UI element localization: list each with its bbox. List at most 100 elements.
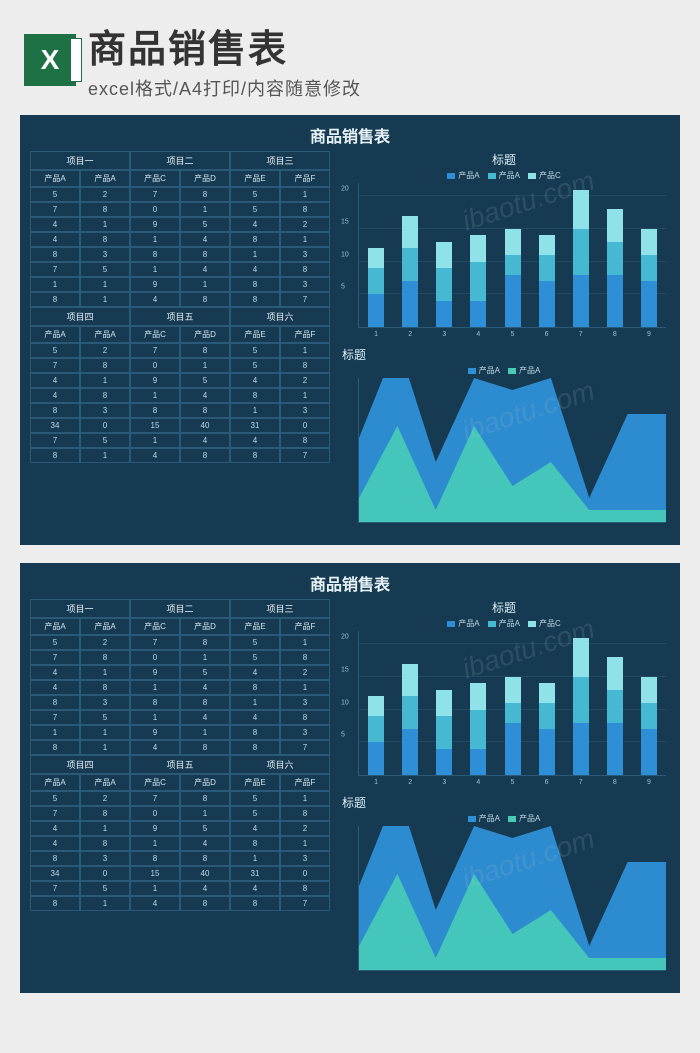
section-header: 项目五 <box>130 755 230 774</box>
table-cell: 5 <box>230 791 280 806</box>
table-cell: 8 <box>30 403 80 418</box>
bar-column <box>573 190 589 327</box>
column-header: 产品D <box>180 618 230 635</box>
table-cell: 7 <box>130 187 180 202</box>
table-cell: 1 <box>130 433 180 448</box>
table-cell: 1 <box>180 277 230 292</box>
table-cell: 5 <box>230 202 280 217</box>
table-cell: 4 <box>180 836 230 851</box>
table-cell: 31 <box>230 418 280 433</box>
table-cell: 5 <box>80 881 130 896</box>
column-header: 产品C <box>130 618 180 635</box>
bar-column <box>470 683 486 775</box>
table-cell: 4 <box>30 821 80 836</box>
table-cell: 0 <box>130 650 180 665</box>
header-subtitle: excel格式/A4打印/内容随意修改 <box>88 75 676 101</box>
table-cell: 1 <box>230 851 280 866</box>
table-cell: 8 <box>30 247 80 262</box>
table-cell: 4 <box>30 373 80 388</box>
bar-column <box>607 657 623 775</box>
table-cell: 1 <box>130 680 180 695</box>
column-header: 产品C <box>130 774 180 791</box>
area-chart-legend: 产品A 产品A <box>338 813 670 824</box>
section-header: 项目三 <box>230 599 330 618</box>
table-cell: 5 <box>80 433 130 448</box>
table-cell: 1 <box>280 187 330 202</box>
table-cell: 1 <box>80 277 130 292</box>
table-cell: 4 <box>180 881 230 896</box>
excel-icon-letter: X <box>41 44 60 76</box>
table-cell: 0 <box>130 806 180 821</box>
right-panel: 标题产品A产品A产品C5101520123456789标题产品A产品A48121… <box>338 151 670 535</box>
table-cell: 1 <box>180 202 230 217</box>
column-header: 产品E <box>230 774 280 791</box>
table-cell: 5 <box>30 187 80 202</box>
bar-column <box>539 235 555 327</box>
table-cell: 8 <box>280 262 330 277</box>
bar-column <box>505 677 521 775</box>
table-cell: 34 <box>30 418 80 433</box>
area-plot: 4812123456789 <box>358 826 666 971</box>
table-cell: 4 <box>230 217 280 232</box>
table-cell: 8 <box>180 695 230 710</box>
preview-panel-2: 商品销售表项目一项目二项目三产品A产品A产品C产品D产品E产品F52785178… <box>20 563 680 993</box>
area-chart-title: 标题 <box>338 346 670 363</box>
table-cell: 8 <box>180 247 230 262</box>
table-cell: 8 <box>230 725 280 740</box>
table-cell: 4 <box>130 292 180 307</box>
table-cell: 8 <box>230 277 280 292</box>
bar-column <box>641 677 657 775</box>
table-cell: 7 <box>30 433 80 448</box>
table-cell: 4 <box>180 262 230 277</box>
table-cell: 4 <box>30 388 80 403</box>
column-header: 产品F <box>280 326 330 343</box>
table-cell: 3 <box>280 403 330 418</box>
bar-column <box>368 248 384 327</box>
data-table: 项目一项目二项目三产品A产品A产品C产品D产品E产品F5278517801584… <box>30 151 330 535</box>
table-cell: 1 <box>80 217 130 232</box>
table-cell: 7 <box>130 791 180 806</box>
table-cell: 7 <box>280 292 330 307</box>
table-cell: 8 <box>130 851 180 866</box>
table-cell: 8 <box>130 247 180 262</box>
table-cell: 3 <box>80 695 130 710</box>
table-cell: 7 <box>30 262 80 277</box>
column-header: 产品F <box>280 170 330 187</box>
section-header: 项目二 <box>130 151 230 170</box>
table-cell: 5 <box>230 343 280 358</box>
table-cell: 1 <box>80 740 130 755</box>
table-cell: 8 <box>30 740 80 755</box>
table-cell: 2 <box>80 343 130 358</box>
legend-item: 产品A <box>468 813 500 824</box>
legend-item: 产品A <box>508 813 540 824</box>
table-cell: 8 <box>180 851 230 866</box>
section-header: 项目四 <box>30 307 130 326</box>
column-header: 产品A <box>30 170 80 187</box>
table-cell: 7 <box>30 650 80 665</box>
table-cell: 8 <box>180 403 230 418</box>
right-panel: 标题产品A产品A产品C5101520123456789标题产品A产品A48121… <box>338 599 670 983</box>
table-cell: 7 <box>30 202 80 217</box>
table-cell: 15 <box>130 866 180 881</box>
bar-column <box>641 229 657 327</box>
table-cell: 5 <box>180 373 230 388</box>
sheet-title: 商品销售表 <box>30 571 670 595</box>
table-cell: 5 <box>30 343 80 358</box>
table-cell: 1 <box>280 836 330 851</box>
table-cell: 5 <box>230 806 280 821</box>
table-cell: 40 <box>180 866 230 881</box>
table-cell: 3 <box>280 725 330 740</box>
table-cell: 8 <box>180 448 230 463</box>
table-cell: 0 <box>80 866 130 881</box>
section-header: 项目一 <box>30 599 130 618</box>
section-header: 项目一 <box>30 151 130 170</box>
section-header: 项目二 <box>130 599 230 618</box>
table-cell: 8 <box>230 448 280 463</box>
bar-plot: 5101520123456789 <box>358 631 666 776</box>
table-cell: 2 <box>80 635 130 650</box>
table-cell: 1 <box>130 262 180 277</box>
column-header: 产品D <box>180 774 230 791</box>
table-cell: 1 <box>180 650 230 665</box>
bar-column <box>436 242 452 327</box>
table-cell: 8 <box>30 851 80 866</box>
